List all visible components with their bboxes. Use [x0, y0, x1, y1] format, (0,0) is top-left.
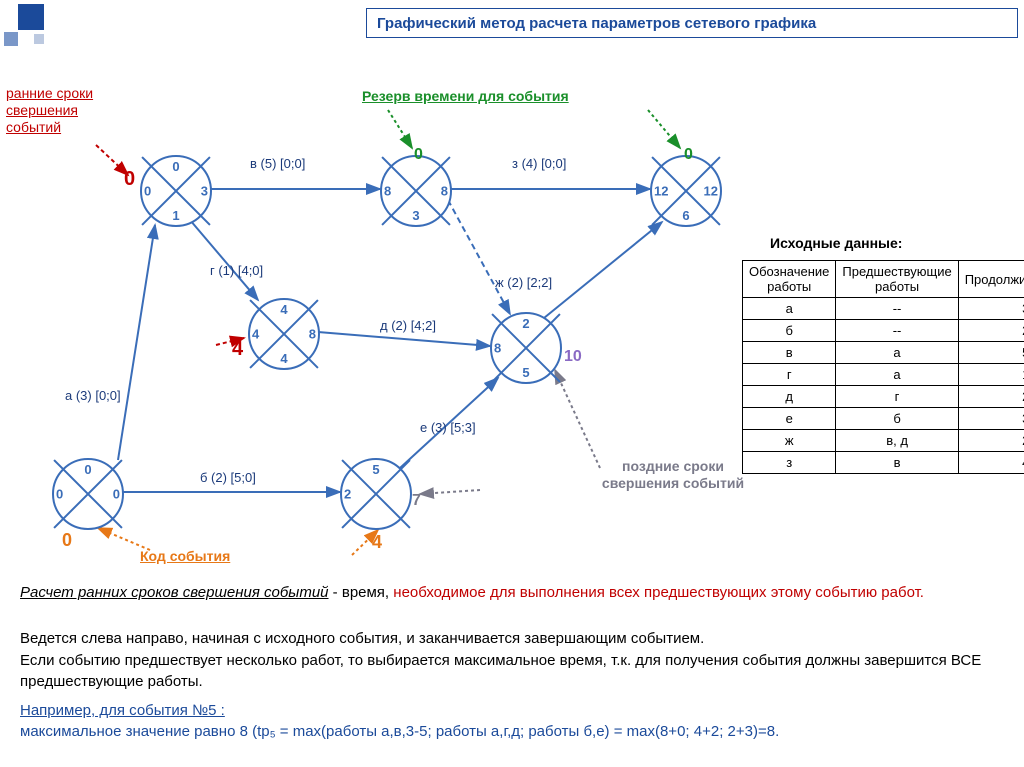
event-node: 4484 — [248, 298, 320, 370]
code-value: 4 — [372, 532, 382, 553]
table-row: жв, д2 — [743, 430, 1024, 452]
bottom-paragraph-3: Если событию предшествует несколько рабо… — [20, 650, 1000, 692]
bottom-paragraph-2: Ведется слева направо, начиная с исходно… — [20, 628, 1000, 649]
table-cell: 3 — [958, 298, 1024, 320]
event-node: 285 — [490, 312, 562, 384]
table-row: зв4 — [743, 452, 1024, 474]
bottom-example: Например, для события №5 : максимальное … — [20, 700, 1000, 742]
table-row: дг2 — [743, 386, 1024, 408]
bottom-paragraph-1: Расчет ранних сроков свершения событий -… — [20, 582, 1000, 603]
red-four: 4 — [232, 338, 243, 361]
reserve-value: 0 — [684, 146, 693, 164]
table-cell: 2 — [958, 386, 1024, 408]
event-node: 883 — [380, 155, 452, 227]
table-cell: з — [743, 452, 836, 474]
table-header: Продолжительность — [958, 261, 1024, 298]
page-title: Графический метод расчета параметров сет… — [366, 8, 1018, 38]
table-row: га1 — [743, 364, 1024, 386]
table-cell: -- — [836, 298, 958, 320]
edge-label: г (1) [4;0] — [210, 263, 263, 278]
table-cell: б — [836, 408, 958, 430]
event-node: 52 — [340, 458, 412, 530]
table-cell: в — [836, 452, 958, 474]
table-cell: 2 — [958, 320, 1024, 342]
table-cell: а — [836, 342, 958, 364]
edge-label: ж (2) [2;2] — [495, 275, 552, 290]
source-data-title: Исходные данные: — [770, 235, 902, 252]
late-dates-label: поздние сроки свершения событий — [598, 458, 748, 492]
title-text: Графический метод расчета параметров сет… — [377, 15, 816, 32]
table-cell: а — [743, 298, 836, 320]
table-cell: 5 — [958, 342, 1024, 364]
table-row: б--2 — [743, 320, 1024, 342]
table-cell: г — [836, 386, 958, 408]
code-label: Код события — [140, 548, 230, 565]
table-header: Предшествующие работы — [836, 261, 958, 298]
table-cell: а — [836, 364, 958, 386]
table-cell: е — [743, 408, 836, 430]
edge-label: е (3) [5;3] — [420, 420, 476, 435]
table-cell: ж — [743, 430, 836, 452]
event-node: 0031 — [140, 155, 212, 227]
source-data-table: Обозначение работыПредшествующие работыП… — [742, 260, 1024, 474]
red-zero: 0 — [124, 168, 135, 191]
table-header: Обозначение работы — [743, 261, 836, 298]
table-cell: -- — [836, 320, 958, 342]
table-row: еб3 — [743, 408, 1024, 430]
late-value: 10 — [564, 348, 582, 366]
table-cell: 2 — [958, 430, 1024, 452]
table-cell: в — [743, 342, 836, 364]
code-value: 0 — [62, 530, 72, 551]
edge-label: д (2) [4;2] — [380, 318, 436, 333]
table-cell: 1 — [958, 364, 1024, 386]
edge-label: в (5) [0;0] — [250, 156, 305, 171]
network-diagram: ранние сроки свершения событий Резерв вр… — [0, 60, 1024, 580]
table-cell: в, д — [836, 430, 958, 452]
late-value: 7 — [412, 492, 421, 510]
reserve-label: Резерв времени для события — [362, 88, 569, 105]
table-cell: г — [743, 364, 836, 386]
table-cell: 4 — [958, 452, 1024, 474]
table-row: ва5 — [743, 342, 1024, 364]
table-row: а--3 — [743, 298, 1024, 320]
edge-label: а (3) [0;0] — [65, 388, 121, 403]
edge-label: б (2) [5;0] — [200, 470, 256, 485]
reserve-value: 0 — [414, 146, 423, 164]
early-dates-label: ранние сроки свершения событий — [6, 85, 116, 135]
event-node: 000 — [52, 458, 124, 530]
event-node: 12126 — [650, 155, 722, 227]
edge-label: з (4) [0;0] — [512, 156, 566, 171]
table-cell: 3 — [958, 408, 1024, 430]
table-cell: д — [743, 386, 836, 408]
table-cell: б — [743, 320, 836, 342]
